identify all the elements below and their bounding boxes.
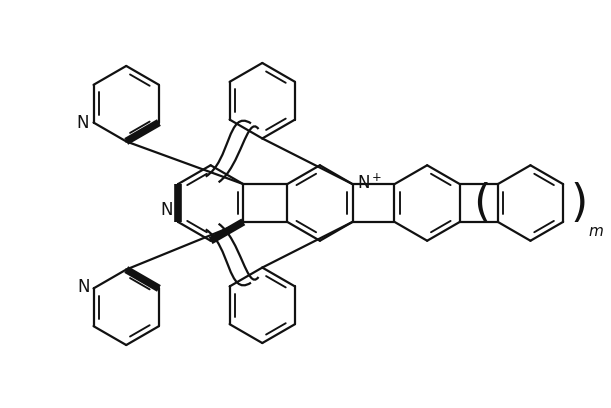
Text: m: m <box>589 224 604 239</box>
Text: N: N <box>161 201 173 219</box>
Text: (: ( <box>473 182 490 224</box>
Text: N: N <box>76 113 89 131</box>
Text: N: N <box>77 278 90 297</box>
Text: ): ) <box>571 182 588 224</box>
Text: N$^+$: N$^+$ <box>357 173 382 193</box>
